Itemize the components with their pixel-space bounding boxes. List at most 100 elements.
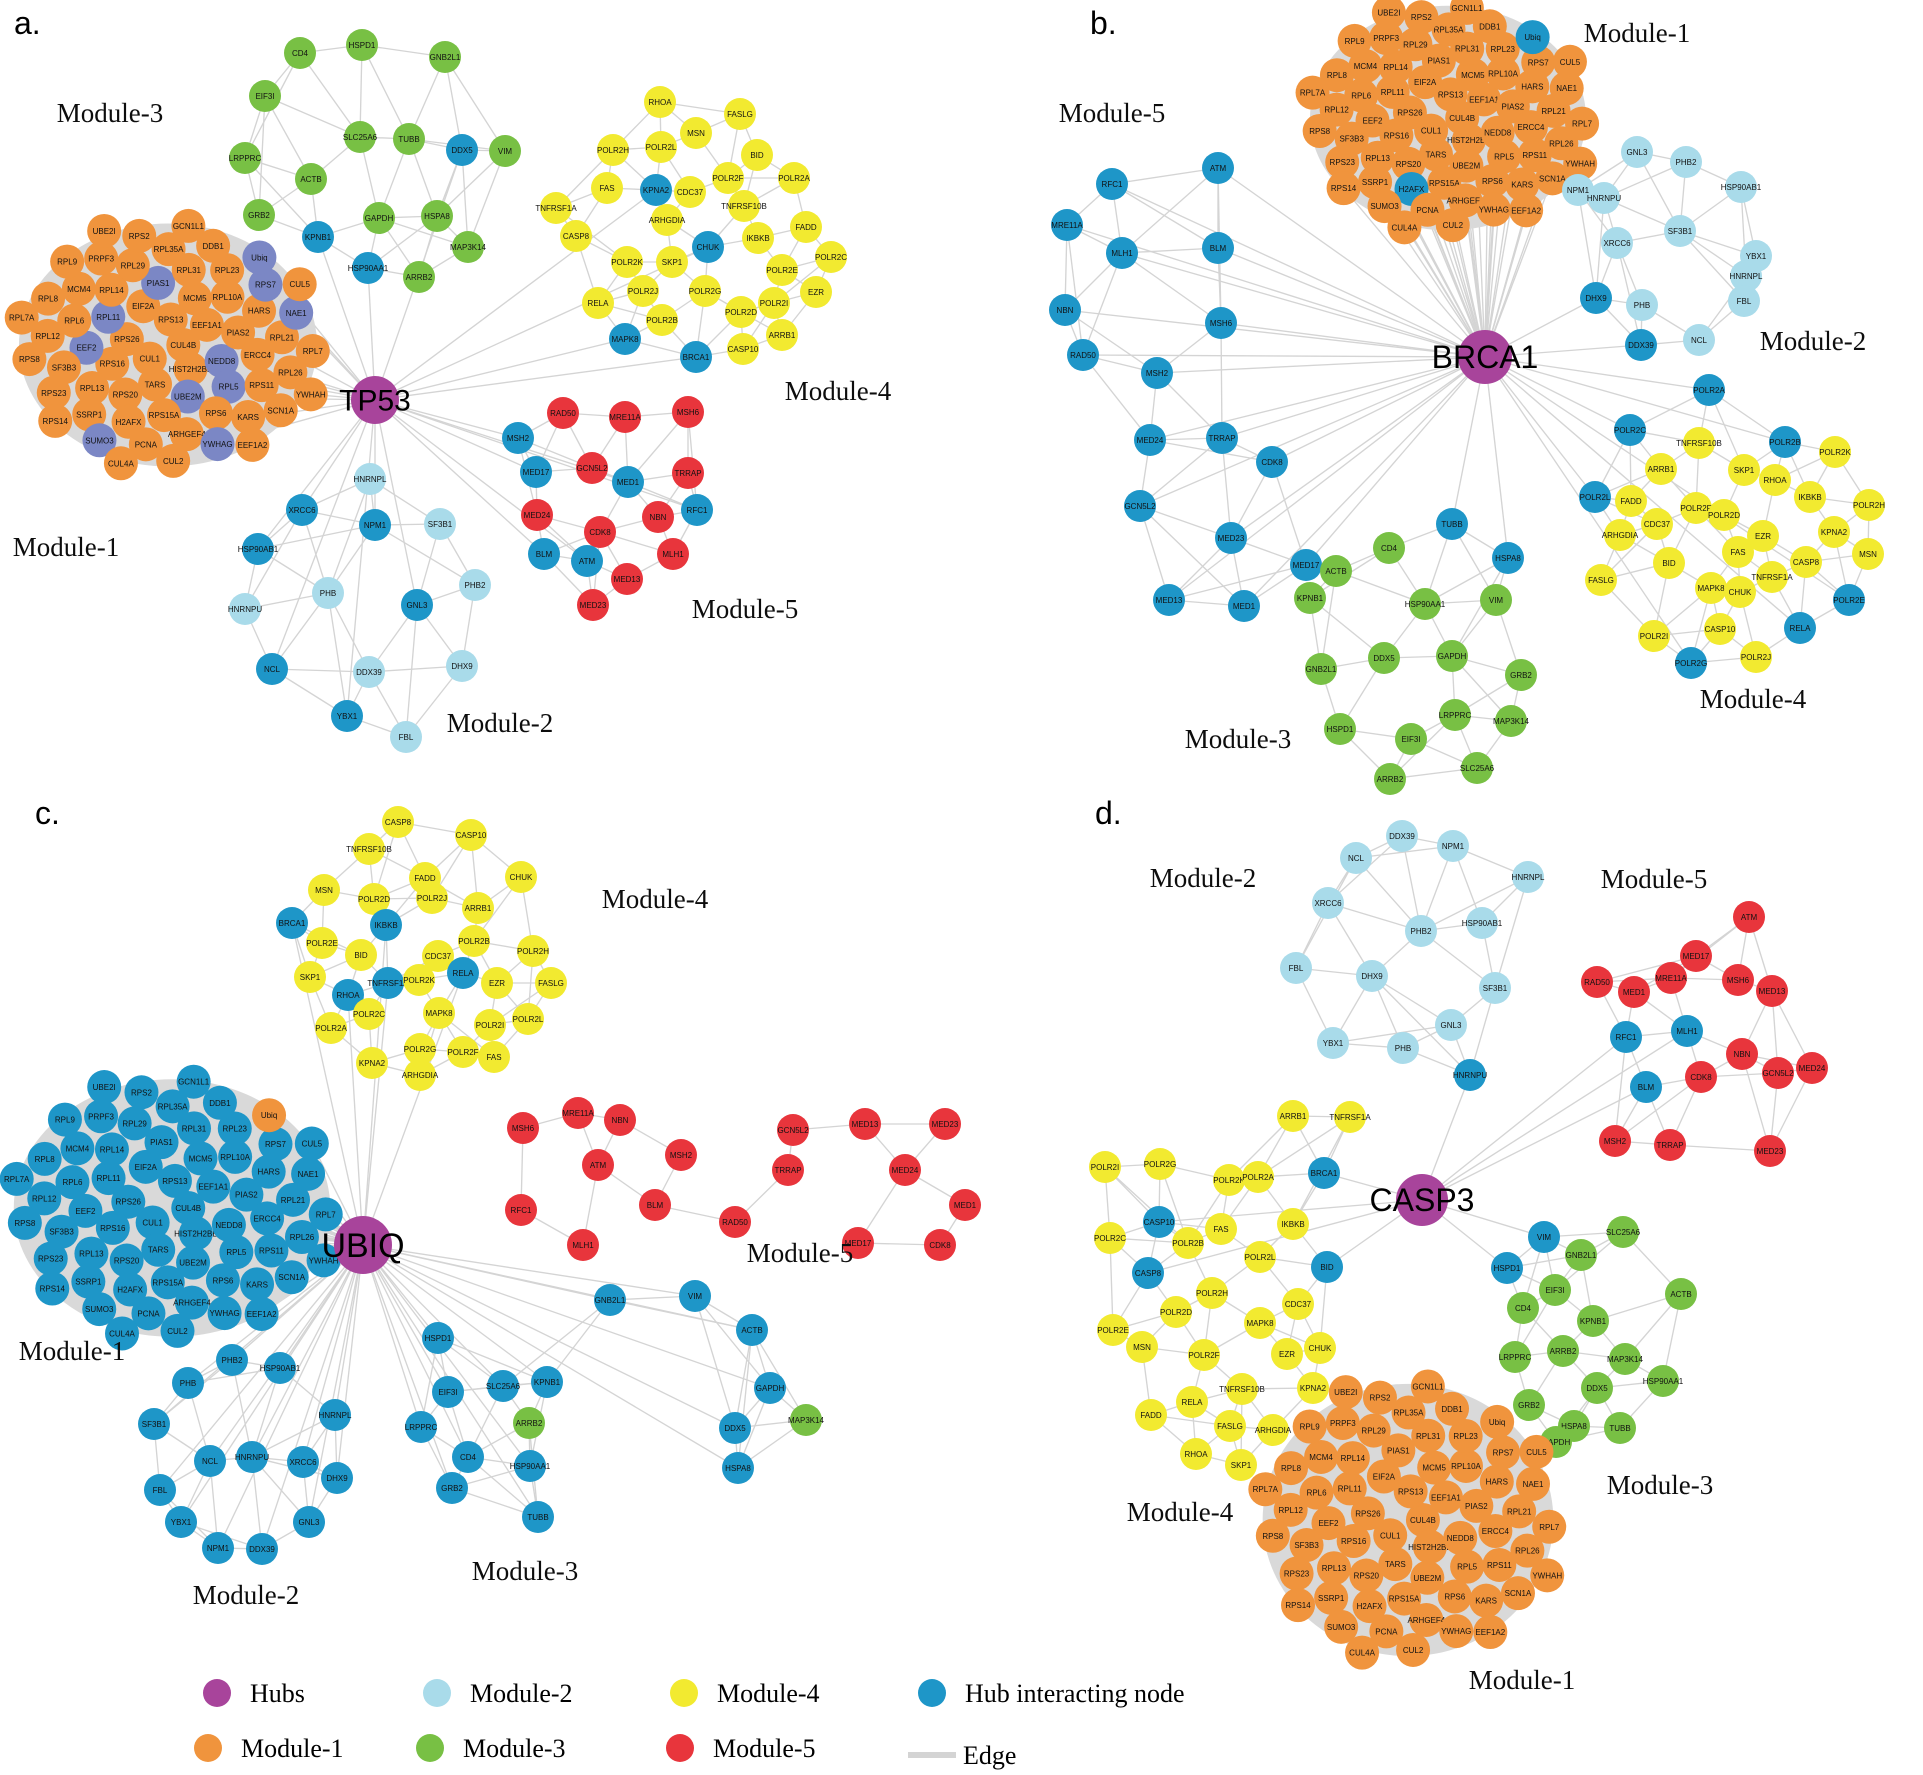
node-circle[interactable] <box>1581 1372 1613 1404</box>
node-circle[interactable] <box>196 1169 231 1204</box>
node-sumo3[interactable]: SUMO3 <box>82 423 117 458</box>
node-pcna[interactable]: PCNA <box>131 1296 166 1331</box>
node-kars[interactable]: KARS <box>1469 1583 1504 1618</box>
node-ubiq[interactable]: Ubiq <box>252 1098 287 1133</box>
node-scn1a[interactable]: SCN1A <box>1500 1576 1535 1611</box>
node-circle[interactable] <box>393 123 425 155</box>
node-fas[interactable]: FAS <box>1205 1213 1237 1245</box>
node-cul4a[interactable]: CUL4A <box>1387 210 1422 245</box>
node-circle[interactable] <box>535 967 567 999</box>
node-circle[interactable] <box>284 1219 319 1254</box>
node-circle[interactable] <box>60 1131 95 1166</box>
node-atm[interactable]: ATM <box>1202 152 1234 184</box>
node-circle[interactable] <box>1671 1015 1703 1047</box>
node-ywhah[interactable]: YWHAH <box>1530 1558 1565 1593</box>
node-rps26[interactable]: RPS26 <box>109 322 144 357</box>
node-mcm5[interactable]: MCM5 <box>1417 1450 1452 1485</box>
node-mre11a[interactable]: MRE11A <box>1051 209 1083 241</box>
node-polr2b[interactable]: POLR2B <box>458 925 490 957</box>
node-circle[interactable] <box>681 494 713 526</box>
node-circle[interactable] <box>57 303 92 338</box>
node-circle[interactable] <box>1473 1614 1508 1649</box>
node-kpna2[interactable]: KPNA2 <box>1297 1372 1329 1404</box>
node-rpl14[interactable]: RPL14 <box>94 1132 129 1167</box>
node-scn1a[interactable]: SCN1A <box>263 393 298 428</box>
node-kpnb1[interactable]: KPNB1 <box>1294 582 1326 614</box>
node-circle[interactable] <box>243 199 275 231</box>
node-circle[interactable] <box>719 1412 751 1444</box>
node-circle[interactable] <box>1257 1414 1289 1446</box>
node-circle[interactable] <box>1647 1365 1679 1397</box>
node-sf3b1[interactable]: SF3B1 <box>138 1408 170 1440</box>
node-rps15a[interactable]: RPS15A <box>1387 1581 1422 1616</box>
node-circle[interactable] <box>452 1441 484 1473</box>
node-cdk8[interactable]: CDK8 <box>1256 446 1288 478</box>
node-tnfrsf10b[interactable]: TNFRSF10B <box>1219 1373 1265 1405</box>
node-circle[interactable] <box>370 909 402 941</box>
node-circle[interactable] <box>719 1206 751 1238</box>
node-actb[interactable]: ACTB <box>1665 1278 1697 1310</box>
node-rpl23[interactable]: RPL23 <box>217 1111 252 1146</box>
node-phb2[interactable]: PHB2 <box>1405 915 1437 947</box>
node-ywhah[interactable]: YWHAH <box>306 1243 341 1278</box>
node-hsp90ab1[interactable]: HSP90AB1 <box>260 1352 301 1384</box>
node-ywhah[interactable]: YWHAH <box>293 377 328 412</box>
node-rpl7a[interactable]: RPL7A <box>0 1161 34 1196</box>
node-hars[interactable]: HARS <box>242 293 277 328</box>
node-circle[interactable] <box>1492 542 1524 574</box>
node-casp10[interactable]: CASP10 <box>1704 613 1736 645</box>
node-grb2[interactable]: GRB2 <box>436 1472 468 1504</box>
node-gcn5l2[interactable]: GCN5L2 <box>777 1114 809 1146</box>
node-ddb1[interactable]: DDB1 <box>202 1085 237 1120</box>
node-circle[interactable] <box>1585 564 1617 596</box>
node-circle[interactable] <box>1411 1418 1446 1453</box>
node-pias1[interactable]: PIAS1 <box>144 1125 179 1160</box>
node-med1[interactable]: MED1 <box>949 1189 981 1221</box>
node-circle[interactable] <box>1601 227 1633 259</box>
node-eif2a[interactable]: EIF2A <box>1366 1459 1401 1494</box>
node-hspa8[interactable]: HSPA8 <box>722 1452 754 1484</box>
node-circle[interactable] <box>1132 1257 1164 1289</box>
node-circle[interactable] <box>1302 114 1337 149</box>
node-circle[interactable] <box>1143 1206 1175 1238</box>
node-circle[interactable] <box>1378 49 1413 84</box>
node-circle[interactable] <box>889 1154 921 1186</box>
node-arrb2[interactable]: ARRB2 <box>513 1407 545 1439</box>
node-prpf3[interactable]: PRPF3 <box>1325 1406 1360 1441</box>
node-dhx9[interactable]: DHX9 <box>1580 282 1612 314</box>
node-polr2i[interactable]: POLR2I <box>758 287 790 319</box>
node-vim[interactable]: VIM <box>1528 1221 1560 1253</box>
node-pias2[interactable]: PIAS2 <box>229 1177 264 1212</box>
node-hist2h2be[interactable]: HIST2H2BE <box>169 351 213 386</box>
node-ssrp1[interactable]: SSRP1 <box>72 397 107 432</box>
node-circle[interactable] <box>725 296 757 328</box>
node-circle[interactable] <box>1519 1434 1554 1469</box>
node-eif3i[interactable]: EIF3I <box>1539 1274 1571 1306</box>
hub-circle[interactable] <box>334 1216 392 1274</box>
node-circle[interactable] <box>1335 1441 1370 1476</box>
node-circle[interactable] <box>332 979 364 1011</box>
node-circle[interactable] <box>319 1399 351 1431</box>
node-circle[interactable] <box>155 1089 190 1124</box>
node-hnrnpu[interactable]: HNRNPU <box>1453 1059 1487 1091</box>
node-circle[interactable] <box>1371 0 1406 30</box>
node-rhoa[interactable]: RHOA <box>1759 464 1791 496</box>
node-circle[interactable] <box>153 302 188 337</box>
node-fadd[interactable]: FADD <box>790 211 822 243</box>
node-circle[interactable] <box>240 337 275 372</box>
node-circle[interactable] <box>1311 1506 1346 1541</box>
node-circle[interactable] <box>1695 572 1727 604</box>
node-circle[interactable] <box>251 1154 286 1189</box>
node-circle[interactable] <box>1563 146 1598 181</box>
node-kpnb1[interactable]: KPNB1 <box>1577 1305 1609 1337</box>
hub-circle[interactable] <box>1396 1174 1448 1226</box>
node-circle[interactable] <box>217 1111 252 1146</box>
node-rps23[interactable]: RPS23 <box>36 375 71 410</box>
node-circle[interactable] <box>489 135 521 167</box>
node-slc25a6[interactable]: SLC25A6 <box>486 1370 521 1402</box>
node-rela[interactable]: RELA <box>582 287 614 319</box>
node-circle[interactable] <box>1328 1375 1363 1410</box>
node-circle[interactable] <box>84 1099 119 1134</box>
node-tubb[interactable]: TUBB <box>522 1501 554 1533</box>
node-circle[interactable] <box>1517 138 1552 173</box>
